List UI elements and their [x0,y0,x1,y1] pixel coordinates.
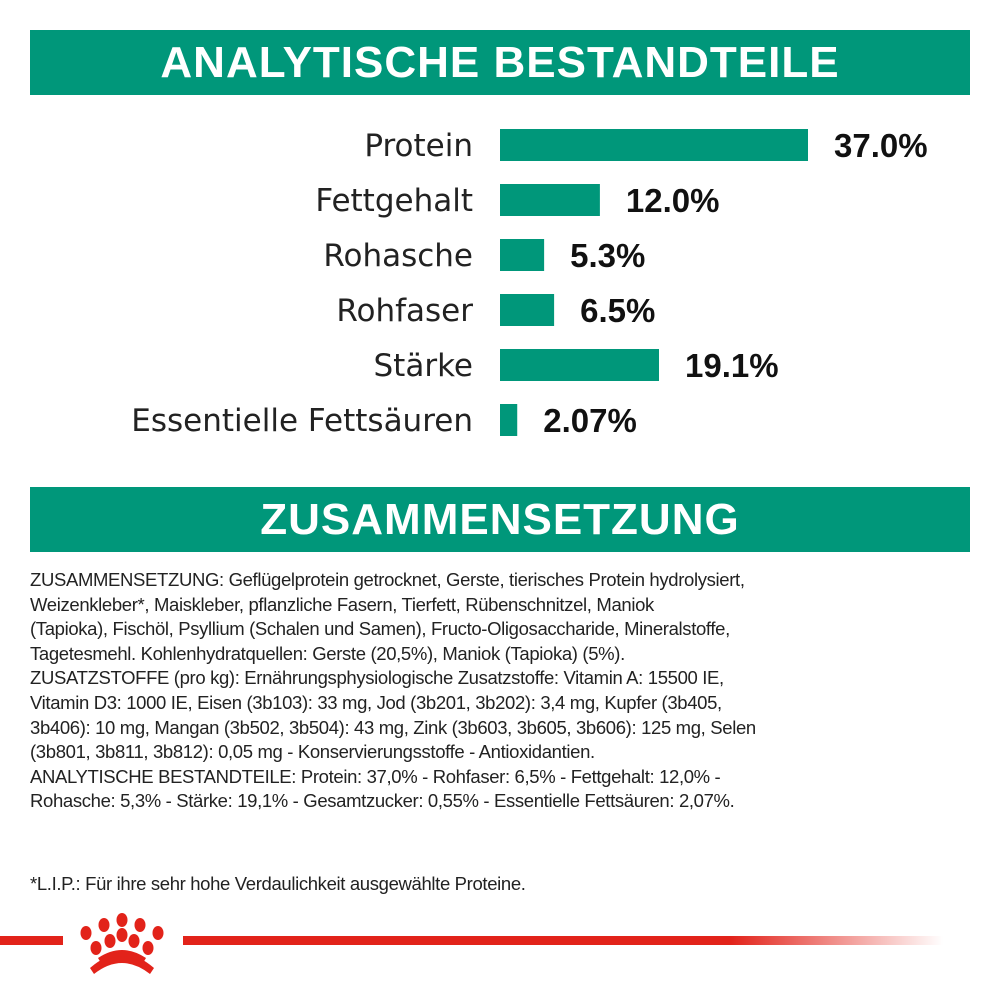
category-label: Stärke [374,348,474,384]
composition-header: ZUSAMMENSETZUNG [30,487,970,552]
bar [500,184,600,216]
bar [500,349,659,381]
bar [500,294,555,326]
composition-line: ANALYTISCHE BESTANDTEILE: Protein: 37,0%… [30,765,721,787]
category-label: Rohfaser [336,293,473,329]
composition-line: Weizenkleber*, Maiskleber, pflanzliche F… [30,593,654,615]
red-line-left [0,936,63,945]
nutrient-bar-chart: Protein 37.0% Fettgehalt 12.0% Rohasche 5.3% R… [131,127,928,439]
composition-line: Tagetesmehl. Kohlenhydratquellen: Gerste… [30,642,625,664]
category-label: Protein [364,128,473,164]
composition-text: ZUSAMMENSETZUNG: Geflügelprotein getrock… [30,568,990,814]
composition-line: Rohasche: 5,3% - Stärke: 19,1% - Gesamtz… [30,790,735,812]
bar [500,129,808,161]
value-label: 6.5% [580,292,655,329]
composition-line: Vitamin D3: 1000 IE, Eisen (3b103): 33 m… [30,691,722,713]
footnote: *L.I.P.: Für ihre sehr hohe Verdaulichke… [30,873,526,894]
composition-line: 3b406): 10 mg, Mangan (3b502, 3b504): 43… [30,716,756,738]
analytical-constituents-header: ANALYTISCHE BESTANDTEILE [30,30,970,95]
royal-canin-crown-icon [80,913,164,974]
value-label: 37.0% [834,127,928,164]
composition-line: ZUSAMMENSETZUNG: Geflügelprotein getrock… [30,569,745,590]
red-line-right [183,936,943,945]
composition-line: (Tapioka), Fischöl, Psyllium (Schalen un… [30,618,730,640]
category-label: Essentielle Fettsäuren [131,403,473,439]
value-label: 2.07% [543,402,637,439]
bar [500,239,545,271]
composition-line: (3b801, 3b811, 3b812): 0,05 mg - Konserv… [30,741,595,763]
bar [500,404,518,436]
value-label: 19.1% [685,347,779,384]
category-label: Rohasche [323,238,473,274]
value-label: 5.3% [570,237,645,274]
footer-brand-strip [0,913,943,974]
value-label: 12.0% [626,182,720,219]
category-label: Fettgehalt [315,183,473,219]
composition-line: ZUSATZSTOFFE (pro kg): Ernährungsphysiol… [30,667,724,689]
